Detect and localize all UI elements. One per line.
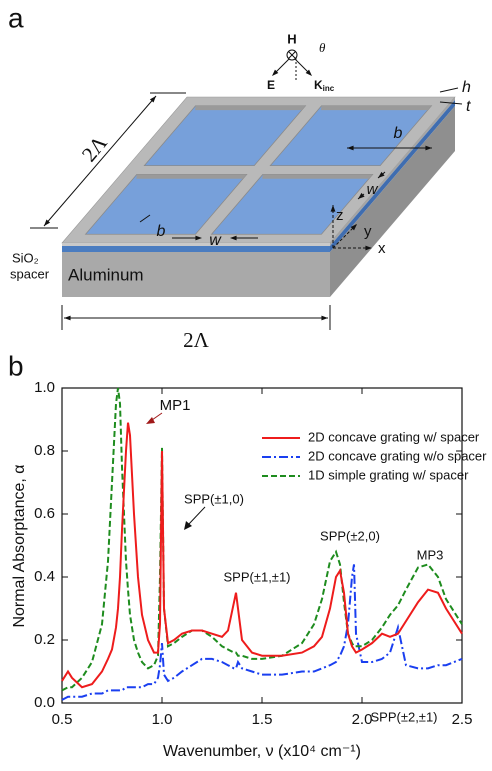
arrowhead xyxy=(64,315,71,321)
diagram xyxy=(30,49,463,330)
annotation: SPP(±1,±1) xyxy=(223,569,290,584)
axis-label: z xyxy=(336,207,344,224)
y-tick-label: 0.4 xyxy=(34,568,55,585)
front-grating xyxy=(62,243,330,246)
series-line xyxy=(61,387,463,692)
window-wall xyxy=(321,105,432,111)
annotation-arrows xyxy=(146,412,206,530)
arrowhead xyxy=(330,205,336,212)
dimension-line xyxy=(332,223,358,249)
dimension-line xyxy=(439,87,459,93)
x-tick-label: 0.5 xyxy=(52,711,73,728)
arrowhead xyxy=(44,219,51,226)
arrowhead xyxy=(149,96,156,103)
y-tick-label: 0.8 xyxy=(34,442,55,459)
window-wall xyxy=(262,174,373,179)
x-tick-label: 2.0 xyxy=(352,711,373,728)
x-axis-label: Wavenumber, ν (x10⁴ cm⁻¹) xyxy=(163,743,361,760)
window-wall xyxy=(195,105,306,111)
arrowhead xyxy=(321,315,328,321)
y-tick-label: 0.2 xyxy=(34,631,55,648)
front-spacer xyxy=(62,246,330,252)
side-grating xyxy=(330,97,455,246)
arrowhead xyxy=(347,145,354,151)
arrow xyxy=(187,506,206,526)
side-spacer xyxy=(330,100,455,252)
legend-label: 2D concave grating w/o spacer xyxy=(308,448,487,463)
arrow xyxy=(151,412,163,421)
front-substrate xyxy=(62,252,330,297)
k-label: Kinc xyxy=(314,78,335,93)
dimension-line xyxy=(139,214,151,223)
period-label: 2Λ xyxy=(183,328,210,352)
period-label: 2Λ xyxy=(77,130,112,166)
arrowhead xyxy=(184,521,192,530)
angle-label: θ xyxy=(319,40,326,55)
spacer-label: spacer xyxy=(10,266,50,281)
y-tick-label: 0.6 xyxy=(34,505,55,522)
window-width-label: b xyxy=(157,223,166,240)
x-tick-label: 2.5 xyxy=(452,711,473,728)
dimension-line xyxy=(439,101,463,105)
k-main: K xyxy=(314,78,323,92)
legend-label: 1D simple grating w/ spacer xyxy=(308,467,469,482)
x-tick-label: 1.0 xyxy=(152,711,173,728)
thickness-label: t xyxy=(466,98,471,115)
annotation: SPP(±2,±1) xyxy=(370,709,437,724)
panel-label: b xyxy=(8,350,24,381)
k-subscript: inc xyxy=(323,84,335,93)
series-line xyxy=(61,422,463,689)
dimension-line xyxy=(288,51,296,59)
arrowhead xyxy=(305,69,312,76)
bar-width-label: w xyxy=(209,232,222,249)
arrowhead xyxy=(350,224,357,231)
panel-label: a xyxy=(8,2,24,33)
arrowhead xyxy=(230,235,237,241)
window-width-label: b xyxy=(394,125,403,142)
axis-label: y xyxy=(364,223,372,240)
annotation: MP3 xyxy=(417,547,444,562)
annotation: MP1 xyxy=(160,397,191,414)
arrowhead xyxy=(365,245,372,251)
arrowhead xyxy=(272,69,279,76)
bar-width-label: w xyxy=(367,181,379,198)
axis-label: x xyxy=(378,240,386,257)
arrowhead xyxy=(146,417,155,424)
annotation: SPP(±2,0) xyxy=(320,528,380,543)
annotation: SPP(±1,0) xyxy=(184,491,244,506)
height-label: h xyxy=(462,79,471,96)
substrate-label: Aluminum xyxy=(68,265,144,284)
arrowhead xyxy=(195,235,202,241)
y-tick-label: 0.0 xyxy=(34,694,55,711)
e-field-label: E xyxy=(267,78,275,92)
dimension-line xyxy=(43,95,157,227)
x-tick-label: 1.5 xyxy=(252,711,273,728)
h-field-label: H xyxy=(287,31,296,46)
arrowhead xyxy=(425,145,432,151)
spacer-label: SiO₂ xyxy=(12,250,39,265)
series-line xyxy=(61,564,463,701)
side-substrate xyxy=(330,106,455,297)
arrowhead xyxy=(358,192,365,199)
y-tick-label: 1.0 xyxy=(34,379,55,396)
arrowhead xyxy=(378,171,385,178)
legend-label: 2D concave grating w/ spacer xyxy=(308,429,480,444)
window-wall xyxy=(136,174,247,179)
y-axis-label: Normal Absorptance, α xyxy=(11,464,28,627)
